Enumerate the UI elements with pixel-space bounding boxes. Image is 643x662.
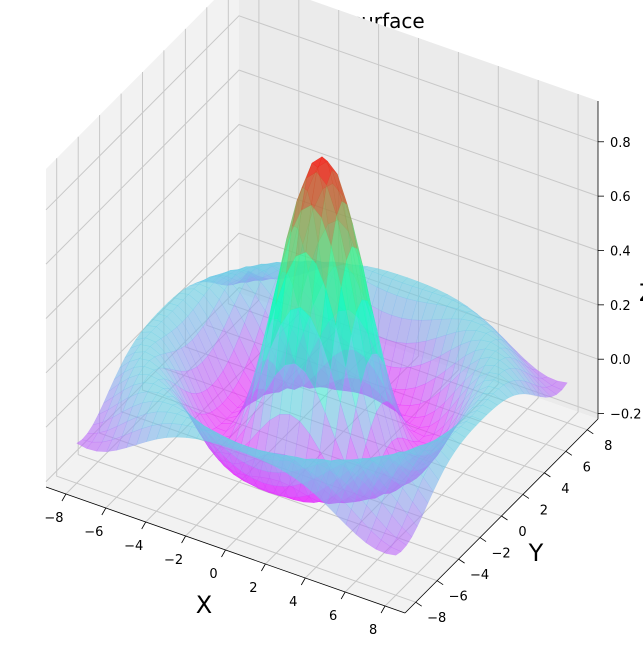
- surface-facet: [390, 537, 407, 552]
- surface-mesh: [76, 156, 568, 556]
- y-tick-label: 4: [561, 482, 569, 497]
- surface-facet: [487, 393, 504, 406]
- z-tick-label: 0.0: [610, 353, 631, 368]
- z-tick-label: 0.4: [610, 245, 631, 260]
- x-tick: [340, 591, 346, 600]
- y-tick-label: −6: [449, 590, 468, 605]
- y-gridline: [56, 158, 416, 603]
- x-gridline: [384, 94, 579, 607]
- surface-facet: [417, 476, 434, 504]
- z-gridline: [45, 15, 599, 211]
- x-tick-label: 4: [289, 595, 297, 610]
- z-gridline: [45, 178, 599, 374]
- z-gridline: [45, 123, 599, 319]
- x-tick-label: 0: [209, 567, 217, 582]
- surface-facet: [535, 384, 552, 398]
- x-tick: [61, 493, 67, 502]
- z-tick-label: −0.2: [610, 408, 642, 423]
- surface-facet: [460, 421, 477, 432]
- y-tick-label: −8: [427, 611, 446, 626]
- surface-facet: [524, 380, 542, 398]
- z-axis-label: Z: [639, 279, 643, 307]
- y-tick-label: 2: [540, 503, 548, 518]
- x-tick: [261, 563, 266, 572]
- x-tick-label: 2: [249, 581, 257, 596]
- x-tick-label: 8: [369, 623, 377, 638]
- y-tick-label: 6: [583, 460, 591, 475]
- y-axis-label: Y: [528, 539, 544, 567]
- y-tick: [458, 558, 465, 564]
- y-tick-label: 8: [604, 439, 612, 454]
- y-tick: [479, 537, 487, 542]
- y-tick: [522, 494, 530, 499]
- surface-facet: [449, 431, 466, 445]
- z-tick-label: 0.6: [610, 190, 631, 205]
- z-tick-label: 0.8: [610, 136, 631, 151]
- x-tick: [181, 535, 186, 544]
- y-tick: [415, 601, 422, 607]
- y-gridline: [77, 136, 438, 582]
- x-tick: [101, 507, 107, 516]
- surface-facet: [514, 379, 531, 395]
- surface-facet: [385, 546, 402, 556]
- surface-facet: [546, 385, 563, 395]
- y-tick-label: −2: [492, 547, 511, 562]
- y-tick-label: 0: [518, 525, 526, 540]
- x-axis-label: X: [196, 591, 212, 619]
- surface-facet: [455, 426, 472, 438]
- x-tick: [141, 521, 147, 530]
- x-tick-label: −6: [84, 525, 103, 540]
- x-tick: [221, 549, 226, 558]
- surface-facet: [396, 526, 413, 546]
- surface-facet: [519, 379, 536, 396]
- x-tick: [300, 577, 306, 586]
- x-tick-label: −2: [164, 553, 183, 568]
- y-tick: [587, 429, 594, 435]
- surface-facet: [508, 380, 525, 395]
- x-tick: [380, 605, 386, 614]
- y-tick: [544, 472, 551, 478]
- surface-facet: [529, 382, 547, 398]
- y-tick: [501, 515, 508, 521]
- tick-labels: −8−6−4−202468−8−6−4−202468−0.20.00.20.40…: [44, 136, 641, 638]
- x-tick-label: −8: [44, 511, 63, 526]
- surface-facet: [481, 398, 499, 410]
- z-gridline: [45, 69, 599, 265]
- z-tick-label: 0.2: [610, 299, 631, 314]
- surface-facet: [540, 386, 558, 398]
- surface-facet: [433, 449, 450, 471]
- x-tick-label: −4: [124, 539, 143, 554]
- x-tick-label: 6: [329, 609, 337, 624]
- y-tick: [436, 580, 444, 585]
- surface-facet: [551, 380, 568, 391]
- y-tick: [565, 451, 573, 456]
- y-tick-label: −4: [470, 568, 489, 583]
